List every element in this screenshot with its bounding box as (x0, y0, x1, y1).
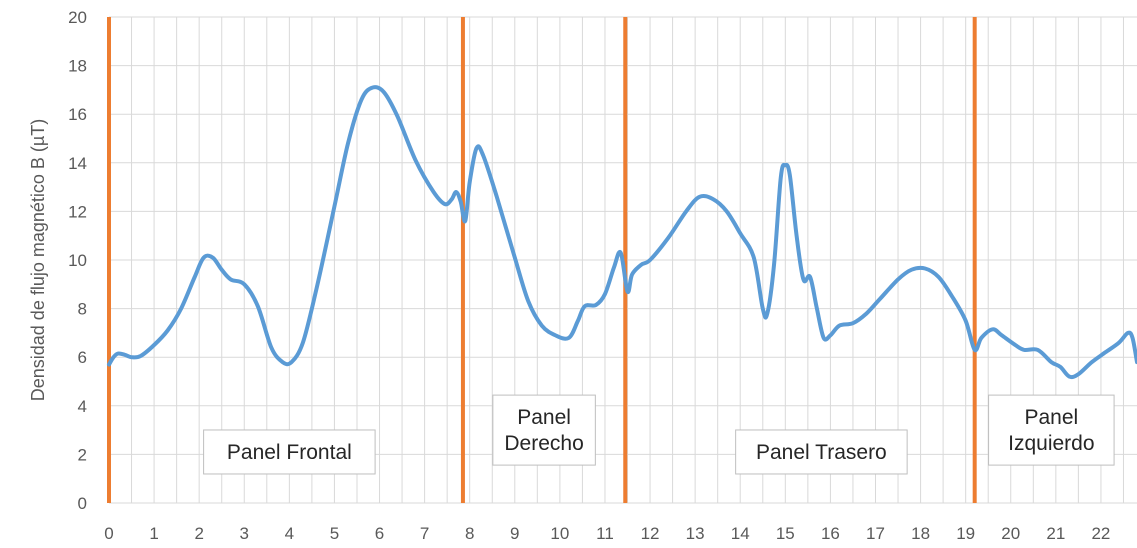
x-tick-label: 14 (731, 524, 750, 543)
y-tick-label: 6 (78, 348, 87, 367)
y-tick-label: 14 (68, 154, 87, 173)
panel-label-frame (735, 429, 908, 475)
x-tick-label: 0 (104, 524, 113, 543)
x-tick-label: 8 (465, 524, 474, 543)
x-tick-label: 15 (776, 524, 795, 543)
panel-label-text: Panel Frontal (227, 441, 352, 464)
panel-label-box: Panel Frontal (203, 429, 376, 475)
y-tick-label: 16 (68, 105, 87, 124)
series-line (107, 85, 1137, 380)
x-tick-label: 17 (866, 524, 885, 543)
panel-label-text: Panel (517, 406, 571, 429)
panel-labels: Panel Frontal Panel Derecho Panel Trasero Pa… (203, 394, 1115, 475)
series (107, 85, 1137, 380)
panel-label-box: Panel Izquierdo (988, 394, 1115, 466)
grid (109, 16, 1137, 504)
x-tick-label: 2 (194, 524, 203, 543)
y-tick-label: 10 (68, 251, 87, 270)
x-tick-label: 9 (510, 524, 519, 543)
y-tick-label: 2 (78, 445, 87, 464)
x-tick-label: 3 (240, 524, 249, 543)
y-axis-label: Densidad de flujo magnético B (µT) (28, 119, 48, 402)
x-tick-label: 5 (330, 524, 339, 543)
y-tick-label: 8 (78, 300, 87, 319)
x-tick-label: 7 (420, 524, 429, 543)
panel-label-box: Panel Trasero (735, 429, 908, 475)
x-tick-label: 16 (821, 524, 840, 543)
x-tick-labels: 0 1 2 3 4 5 6 7 8 9 10 11 12 13 14 15 16 17 18 19 20 21 22 (104, 524, 1110, 543)
x-tick-label: 10 (550, 524, 569, 543)
y-tick-label: 12 (68, 202, 87, 221)
x-tick-label: 4 (285, 524, 294, 543)
x-tick-label: 20 (1001, 524, 1020, 543)
x-tick-label: 12 (641, 524, 660, 543)
panel-label-text: Panel (1024, 406, 1078, 429)
panel-label-text: Derecho (504, 432, 583, 455)
panel-label-text: Panel Trasero (756, 441, 887, 464)
panel-label-box: Panel Derecho (492, 394, 596, 466)
x-tick-label: 18 (911, 524, 930, 543)
x-tick-label: 19 (956, 524, 975, 543)
x-tick-label: 21 (1046, 524, 1065, 543)
y-tick-label: 4 (78, 397, 87, 416)
y-tick-label: 20 (68, 8, 87, 27)
panel-dividers (107, 17, 977, 503)
x-tick-label: 1 (149, 524, 158, 543)
x-tick-label: 6 (375, 524, 384, 543)
panel-label-frame (492, 394, 596, 466)
panel-label-frame (988, 394, 1115, 466)
panel-label-text: Izquierdo (1008, 432, 1094, 455)
x-tick-label: 22 (1091, 524, 1110, 543)
x-tick-label: 13 (686, 524, 705, 543)
y-tick-label: 0 (78, 494, 87, 513)
y-tick-labels: 0 2 4 6 8 10 12 14 16 18 20 (68, 8, 87, 513)
y-tick-label: 18 (68, 57, 87, 76)
panel-label-frame (203, 429, 376, 475)
x-tick-label: 11 (596, 524, 614, 543)
